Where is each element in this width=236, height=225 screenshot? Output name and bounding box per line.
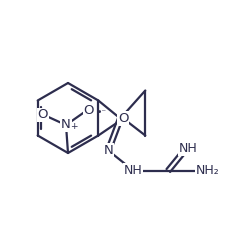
Text: O: O [84,104,94,117]
Text: NH₂: NH₂ [195,164,219,177]
Text: O: O [118,112,129,125]
Text: N: N [61,119,71,131]
Text: O: O [38,108,48,122]
Text: •⁻: •⁻ [97,108,107,117]
Text: +: + [70,122,77,131]
Text: NH: NH [124,164,143,177]
Text: NH: NH [179,142,198,155]
Text: N: N [103,144,113,157]
